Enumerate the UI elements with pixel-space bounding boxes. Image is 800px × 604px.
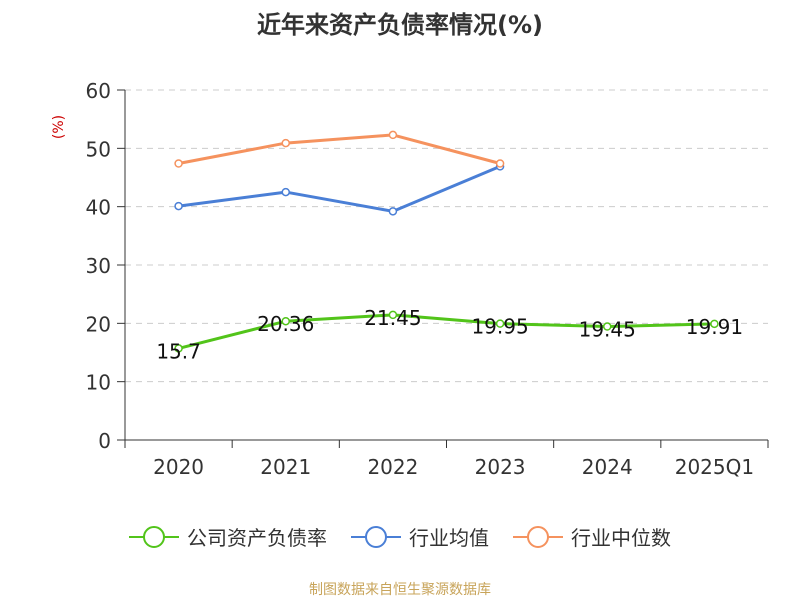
legend-item: 公司资产负债率: [129, 526, 327, 550]
data-labels: 15.7 20.36 21.45 19.95 19.45 19.91: [156, 306, 743, 364]
axes: 0 10 20 30 40 50 60 2020 2021 2022 2023 2024 2025Q1: [86, 79, 769, 479]
data-label: 15.7: [156, 339, 201, 363]
legend-marker: [527, 526, 549, 548]
y-tick-label: 30: [86, 254, 111, 278]
data-label: 19.95: [471, 315, 528, 339]
data-point: [603, 322, 612, 331]
x-tick-label: 2024: [582, 455, 633, 479]
data-point: [388, 207, 398, 216]
legend-label: 行业中位数: [571, 526, 671, 550]
x-tick-label: 2023: [475, 455, 526, 479]
legend: 公司资产负债率 行业均值 行业中位数: [129, 526, 671, 550]
data-point: [174, 344, 183, 353]
series-line: [178, 165, 501, 213]
y-tick-label: 20: [86, 312, 111, 336]
series-lines: [174, 130, 719, 353]
legend-item: 行业中位数: [513, 526, 671, 550]
series-line: [178, 313, 715, 350]
data-point: [174, 159, 183, 168]
x-tick-label: 2022: [367, 455, 418, 479]
data-label: 19.45: [579, 318, 636, 342]
data-point: [281, 187, 290, 197]
legend-label: 公司资产负债率: [187, 526, 327, 550]
data-point: [388, 130, 398, 140]
y-tick-label: 10: [86, 371, 111, 395]
y-tick-label: 0: [98, 429, 111, 453]
y-axis-unit: (%): [51, 115, 67, 139]
x-tick-label: 2025Q1: [675, 455, 754, 479]
x-tick-label: 2020: [153, 455, 204, 479]
legend-marker: [365, 526, 387, 548]
data-point: [495, 319, 505, 328]
data-point: [174, 201, 183, 211]
data-point: [495, 159, 505, 168]
data-label: 21.45: [364, 306, 421, 330]
data-point: [710, 319, 719, 329]
y-tick-label: 40: [86, 196, 111, 220]
data-label: 19.91: [686, 315, 743, 339]
series-line: [178, 133, 501, 165]
source-note: 制图数据来自恒生聚源数据库: [309, 582, 491, 598]
y-tick-label: 60: [86, 79, 111, 103]
x-tick-label: 2021: [260, 455, 311, 479]
legend-item: 行业均值: [351, 526, 489, 550]
data-point: [388, 310, 398, 320]
data-point: [281, 138, 290, 148]
data-point: [281, 316, 290, 326]
legend-label: 行业均值: [409, 526, 489, 550]
chart-title: 近年来资产负债率情况(%): [257, 11, 543, 39]
y-tick-label: 50: [86, 137, 111, 161]
data-label: 20.36: [257, 312, 314, 336]
legend-marker: [143, 526, 165, 548]
